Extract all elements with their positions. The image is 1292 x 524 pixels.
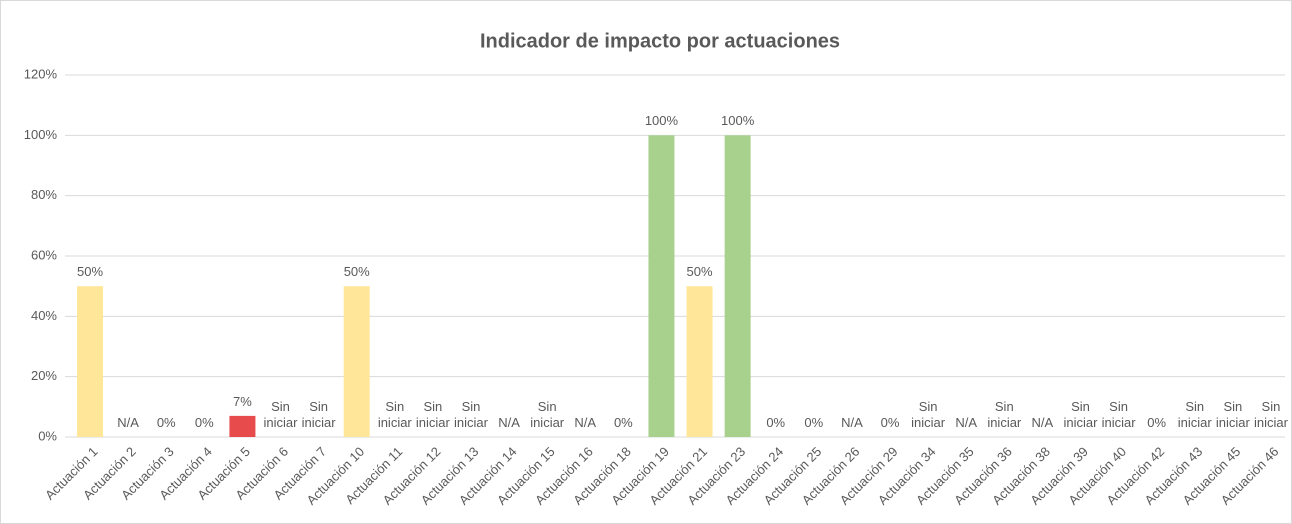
value-label: 0% — [804, 415, 824, 430]
value-label: 50% — [77, 264, 104, 280]
value-label-box: 0% — [766, 415, 786, 430]
value-label: Sin iniciar — [301, 399, 336, 430]
y-tick-label: 120% — [24, 66, 58, 81]
value-label-box: 7% — [233, 393, 252, 409]
chart-title: Indicador de impacto por actuaciones — [480, 30, 840, 52]
value-label: 0% — [156, 415, 176, 430]
value-label: N/A — [841, 415, 863, 430]
value-label: 50% — [686, 264, 713, 280]
value-label-box: Sin iniciar — [530, 399, 565, 430]
bar — [77, 286, 104, 437]
bar — [686, 286, 713, 437]
value-label-box: 50% — [77, 264, 104, 280]
value-label: 50% — [343, 264, 370, 280]
value-label: Sin iniciar — [1215, 399, 1250, 430]
value-label: Sin iniciar — [1253, 399, 1288, 430]
y-tick-label: 60% — [31, 247, 57, 262]
value-label-box: 0% — [613, 415, 633, 430]
value-label-box: Sin iniciar — [377, 399, 412, 430]
y-tick-label: 0% — [38, 428, 57, 443]
value-label-box: 0% — [156, 415, 176, 430]
value-label-box: 50% — [343, 264, 370, 280]
value-label-box: Sin iniciar — [987, 399, 1022, 430]
value-label: Sin iniciar — [1063, 399, 1098, 430]
value-label-box: Sin iniciar — [415, 399, 450, 430]
value-label: Sin iniciar — [987, 399, 1022, 430]
value-label: Sin iniciar — [1177, 399, 1212, 430]
value-label-box: 100% — [721, 113, 755, 129]
value-label: 0% — [880, 415, 900, 430]
value-label: 0% — [766, 415, 786, 430]
value-label-box: Sin iniciar — [1101, 399, 1136, 430]
value-label-box: Sin iniciar — [1063, 399, 1098, 430]
value-label: Sin iniciar — [263, 399, 298, 430]
bar — [343, 286, 370, 437]
y-tick-label: 80% — [31, 187, 57, 202]
value-label-box: Sin iniciar — [1215, 399, 1250, 430]
bar — [229, 415, 256, 437]
value-label: 0% — [1147, 415, 1167, 430]
value-label: Sin iniciar — [454, 399, 488, 430]
y-tick-label: 100% — [24, 127, 58, 142]
value-label-box: 0% — [194, 415, 214, 430]
value-label: Sin iniciar — [1101, 399, 1136, 430]
value-label-box: N/A — [841, 415, 863, 430]
y-tick-label: 20% — [31, 368, 57, 383]
value-label: N/A — [955, 415, 978, 430]
value-label-box: 0% — [1147, 415, 1167, 430]
value-label-box: N/A — [498, 415, 520, 430]
value-label-box: Sin iniciar — [911, 399, 946, 430]
value-label: N/A — [574, 415, 597, 430]
value-label: 100% — [721, 113, 755, 129]
y-tick-label: 40% — [31, 308, 57, 323]
value-label: N/A — [498, 415, 520, 430]
value-label-box: N/A — [955, 415, 978, 430]
value-label-box: Sin iniciar — [1177, 399, 1212, 430]
value-label: 7% — [233, 393, 252, 409]
value-label-box: Sin iniciar — [1253, 399, 1288, 430]
value-label: 0% — [194, 415, 214, 430]
value-label-box: 50% — [686, 264, 713, 280]
value-label-box: 0% — [880, 415, 900, 430]
value-label: N/A — [117, 415, 139, 430]
value-label-box: Sin iniciar — [301, 399, 336, 430]
value-label: Sin iniciar — [530, 399, 565, 430]
bar — [724, 135, 751, 438]
value-label-box: N/A — [574, 415, 597, 430]
value-label-box: N/A — [117, 415, 139, 430]
value-label: Sin iniciar — [377, 399, 412, 430]
value-label: 0% — [613, 415, 633, 430]
bar — [648, 135, 675, 438]
value-label: Sin iniciar — [415, 399, 450, 430]
value-label-box: Sin iniciar — [454, 399, 488, 430]
value-label-box: 100% — [644, 113, 679, 129]
value-label: Sin iniciar — [911, 399, 946, 430]
value-label: 100% — [644, 113, 679, 129]
value-label-box: N/A — [1031, 415, 1054, 430]
value-label-box: 0% — [804, 415, 824, 430]
value-label-box: Sin iniciar — [263, 399, 298, 430]
value-label: N/A — [1031, 415, 1054, 430]
